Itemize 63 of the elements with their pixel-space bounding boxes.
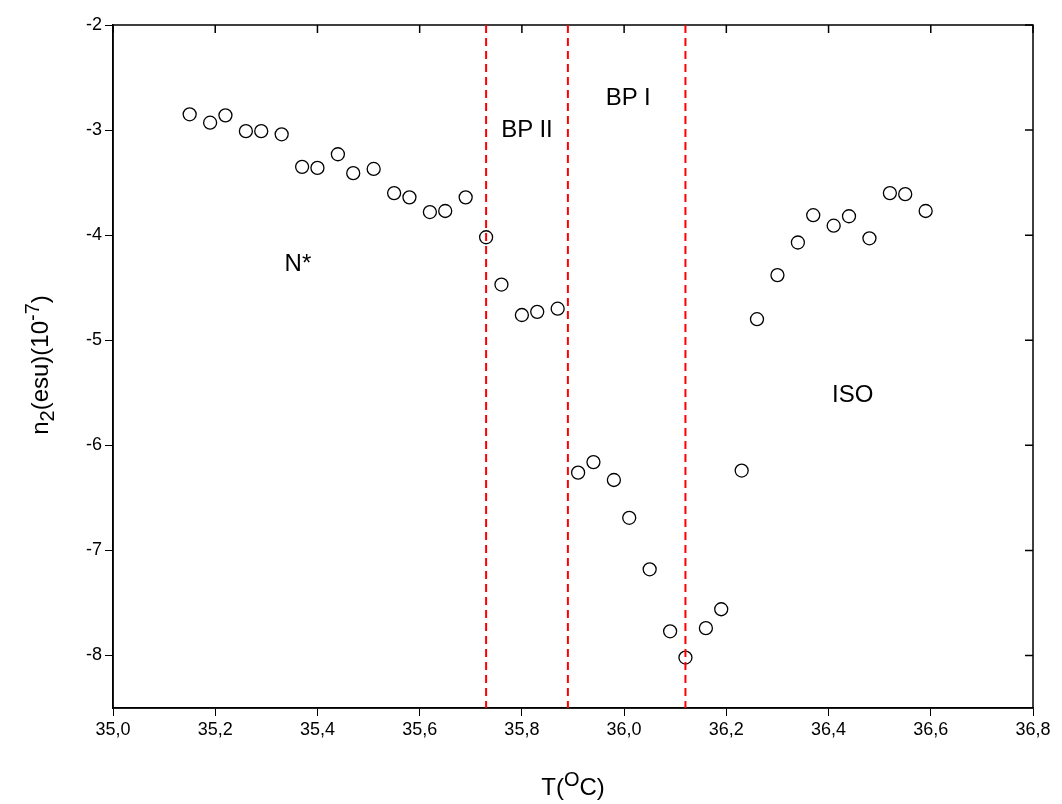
y-tick-label: -7	[85, 539, 102, 560]
point	[218, 108, 233, 123]
point	[642, 562, 657, 577]
x-tick-label: 36,0	[606, 718, 642, 739]
point	[530, 304, 545, 320]
point	[422, 204, 438, 220]
point	[898, 187, 913, 202]
point	[438, 203, 453, 219]
annotation: ISO	[832, 379, 874, 407]
point	[841, 209, 857, 224]
point	[202, 115, 218, 130]
point	[386, 185, 402, 201]
x-tick-label: 35,2	[197, 718, 233, 739]
annotation: N*	[284, 249, 312, 277]
x-tick-label: 35,0	[95, 718, 131, 739]
point	[806, 208, 821, 223]
point	[274, 127, 289, 142]
point	[366, 161, 381, 177]
y-tick-label: -8	[85, 644, 102, 665]
x-tick-label: 35,4	[299, 718, 335, 739]
point	[826, 218, 841, 233]
annotation: BP I	[605, 82, 651, 110]
point	[749, 312, 765, 327]
point	[586, 454, 601, 470]
point	[310, 160, 325, 176]
point	[182, 107, 197, 122]
point	[734, 463, 749, 478]
point	[918, 203, 933, 219]
point	[790, 235, 806, 250]
y-tick-label: -6	[85, 434, 102, 455]
point	[862, 231, 877, 246]
point	[402, 190, 417, 205]
point	[294, 159, 310, 174]
point	[550, 301, 565, 316]
point	[698, 620, 714, 636]
x-tick-label: 36,8	[1015, 718, 1051, 739]
y-tick-label: -5	[85, 329, 102, 350]
x-tick-label: 35,6	[402, 718, 438, 739]
point	[570, 465, 586, 480]
y-tick-label: -2	[85, 13, 102, 34]
point	[254, 123, 269, 139]
x-tick-label: 36,6	[913, 718, 949, 739]
point	[478, 230, 494, 245]
point	[458, 190, 473, 205]
x-axis-title: T($^{O}$C)	[541, 767, 605, 801]
x-tick-label: 36,4	[811, 718, 847, 739]
x-tick-label: 35,8	[504, 718, 540, 739]
point	[238, 123, 254, 139]
point	[882, 185, 898, 201]
y-tick-label: -4	[85, 224, 102, 245]
x-tick-label: 36,2	[708, 718, 744, 739]
annotation: BP II	[501, 114, 553, 142]
point	[622, 510, 637, 525]
point	[770, 267, 785, 283]
point	[494, 277, 509, 292]
point	[330, 147, 346, 162]
y-tick-label: -3	[85, 119, 102, 140]
point	[346, 166, 361, 181]
point	[514, 307, 530, 323]
point	[678, 650, 693, 665]
point	[662, 624, 678, 639]
point	[714, 602, 729, 617]
point	[606, 472, 622, 488]
